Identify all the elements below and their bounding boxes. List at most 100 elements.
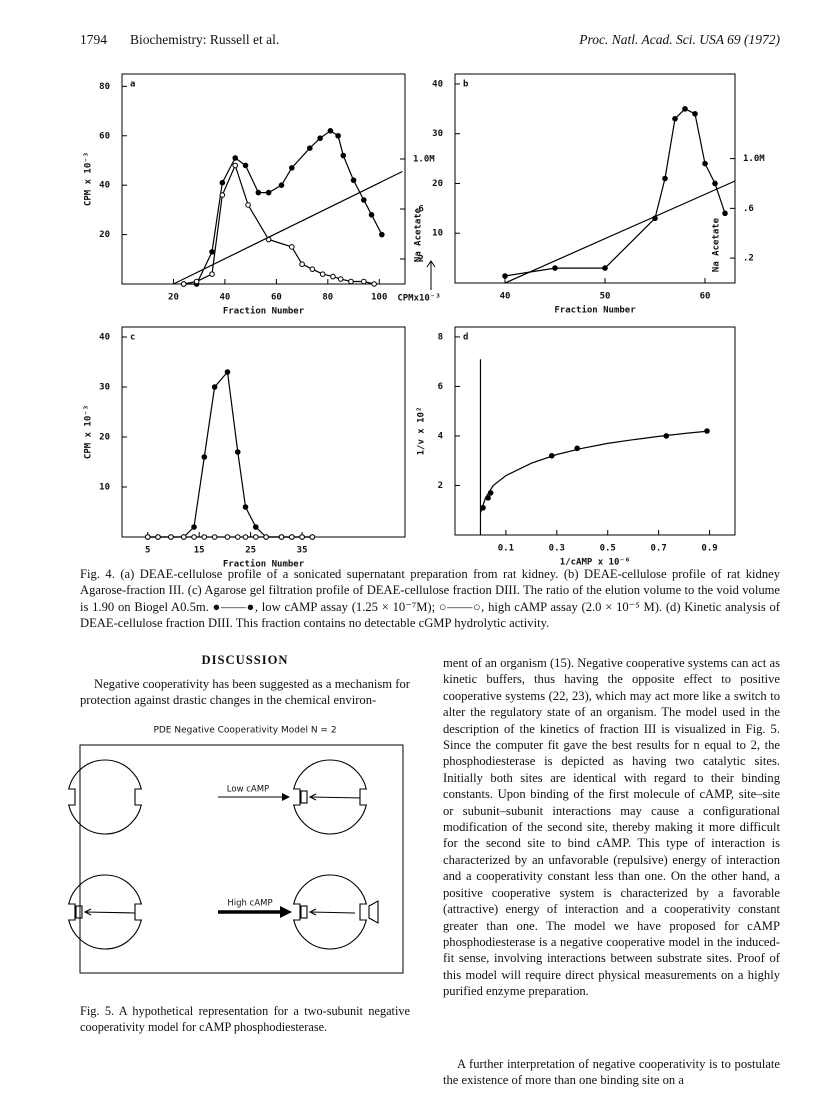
x-tick-label: 15: [194, 546, 205, 556]
body-text: Negative cooperativity has been suggeste…: [80, 677, 410, 708]
y2-tick-label: .2: [413, 255, 424, 265]
high-arrow-head: [280, 906, 292, 918]
notch-mask: [135, 789, 144, 805]
y-tick-label: 2: [438, 481, 443, 491]
data-point: [361, 197, 367, 203]
x-tick-label: 100: [371, 293, 387, 303]
y2-tick-label: 1.0M: [413, 155, 435, 165]
y-tick-label: 10: [432, 229, 443, 239]
data-point: [191, 524, 197, 530]
x-axis-label: Fraction Number: [223, 306, 305, 317]
y-tick-label: 40: [99, 181, 110, 191]
arrow-head: [308, 908, 317, 916]
notch-mask: [291, 904, 300, 920]
data-point: [168, 534, 174, 540]
y-tick-label: 8: [438, 332, 443, 342]
data-point: [317, 135, 323, 142]
panel-label: c: [130, 333, 135, 343]
y-axis-label: CPMx10⁻³: [397, 294, 440, 304]
y-tick-label: 10: [99, 483, 110, 493]
data-point: [180, 534, 187, 540]
x-tick-label: 0.5: [600, 544, 616, 554]
data-point: [180, 281, 187, 287]
y-axis-label: CPM x 10⁻³: [84, 152, 94, 206]
data-point: [242, 504, 249, 510]
data-point: [232, 155, 238, 161]
plot-frame: [454, 73, 736, 284]
data-point: [552, 265, 558, 271]
panel-label: d: [463, 333, 468, 343]
x-axis-label: Fraction Number: [223, 559, 305, 570]
high-camp-label: High cAMP: [227, 899, 272, 909]
data-point: [234, 534, 241, 540]
section-heading: DISCUSSION: [201, 653, 289, 667]
data-point: [278, 534, 285, 540]
data-point: [335, 132, 341, 139]
data-point: [211, 384, 218, 390]
data-point: [144, 534, 151, 540]
data-point: [289, 165, 295, 171]
data-point: [307, 145, 313, 151]
data-point: [337, 276, 344, 282]
interaction-arrow: [309, 796, 364, 799]
y-tick-label: 60: [99, 131, 110, 141]
y-tick-label: 30: [432, 129, 443, 139]
figure5-caption: Fig. 5. A hypothetical representation fo…: [80, 1004, 410, 1035]
data-point: [702, 160, 708, 167]
notch-mask: [66, 789, 75, 805]
interaction-arrow: [84, 911, 136, 914]
y2-tick-label: .2: [743, 254, 754, 264]
y2-tick-label: .6: [743, 204, 754, 214]
data-point: [309, 266, 316, 272]
data-point: [299, 534, 305, 540]
notch: [134, 903, 142, 921]
low-arrow-head: [282, 793, 290, 801]
data-point: [672, 115, 678, 122]
y-tick-label: 40: [432, 79, 443, 89]
x-tick-label: 60: [271, 293, 282, 303]
notch: [359, 788, 367, 806]
data-point: [502, 273, 508, 279]
y-tick-label: 20: [432, 179, 443, 189]
arrow-head: [308, 793, 317, 801]
x-tick-label: 5: [145, 546, 150, 556]
figure4-caption: Fig. 4. (a) DEAE-cellulose profile of a …: [80, 567, 780, 631]
data-point: [722, 210, 728, 217]
data-point: [309, 534, 316, 540]
series-line: [504, 180, 736, 284]
x-tick-label: 0.3: [549, 544, 565, 554]
data-point: [682, 106, 688, 112]
data-point: [327, 128, 334, 134]
enzyme-circle: [67, 759, 143, 835]
data-point: [211, 534, 218, 540]
data-point: [234, 449, 241, 455]
y-tick-label: 80: [99, 82, 110, 92]
notch-mask: [66, 904, 75, 920]
data-point: [242, 534, 249, 540]
notch: [293, 788, 301, 806]
x-tick-label: 0.9: [701, 544, 717, 554]
data-point: [232, 162, 238, 169]
y-tick-label: 6: [438, 382, 443, 392]
notch-mask: [360, 904, 369, 920]
bound-site: [300, 790, 308, 804]
plot-frame: [121, 73, 406, 285]
data-point: [201, 534, 208, 540]
series-line: [479, 430, 710, 513]
data-point: [245, 202, 251, 208]
data-point: [219, 179, 226, 186]
y2-axis-label: Na Acetate: [414, 207, 424, 262]
notch: [68, 788, 76, 806]
data-point: [219, 192, 226, 198]
arrow-head: [83, 908, 92, 916]
low-camp-label: Low cAMP: [227, 785, 269, 795]
diagram-shapes: [66, 759, 379, 950]
bound-site: [75, 905, 83, 919]
data-point: [191, 534, 197, 540]
y-tick-label: 30: [99, 383, 110, 393]
data-point: [265, 189, 272, 196]
data-point: [278, 182, 285, 188]
panel-label: a: [130, 80, 135, 90]
notch-mask: [135, 904, 144, 920]
